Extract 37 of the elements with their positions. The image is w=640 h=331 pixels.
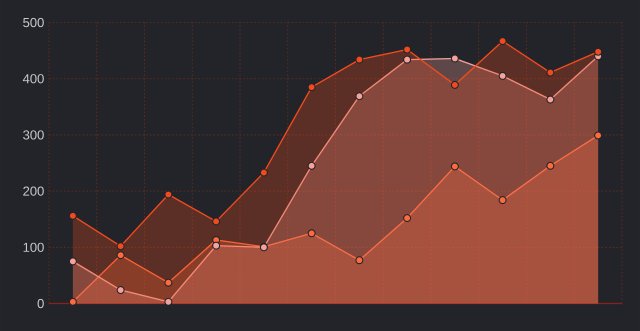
point [212,242,220,250]
point [212,217,220,226]
point [594,131,602,140]
point [403,56,412,64]
y-tick-label: 400 [22,74,44,84]
point [403,46,412,54]
point [260,168,268,177]
point [546,68,554,77]
point [498,196,507,204]
point [164,278,172,287]
point [498,37,507,46]
point [308,83,316,92]
y-tick-label: 100 [24,242,44,252]
point [355,56,364,64]
point [594,48,602,56]
point [450,80,459,89]
point [68,212,77,220]
point [355,92,364,100]
y-tick-label: 0 [38,298,44,308]
point [355,256,364,264]
point [546,96,554,104]
point [116,242,125,250]
y-tick-label: 300 [23,130,44,140]
y-tick-label: 200 [23,186,44,196]
point [116,286,125,294]
point [308,229,316,238]
point [164,298,172,306]
point [546,162,554,170]
point [68,257,77,266]
point [68,298,77,306]
point [450,162,459,170]
point [116,251,125,260]
point [498,72,507,80]
point [164,190,172,198]
point [403,214,412,222]
point [308,162,316,170]
y-tick-label: 500 [23,18,44,28]
